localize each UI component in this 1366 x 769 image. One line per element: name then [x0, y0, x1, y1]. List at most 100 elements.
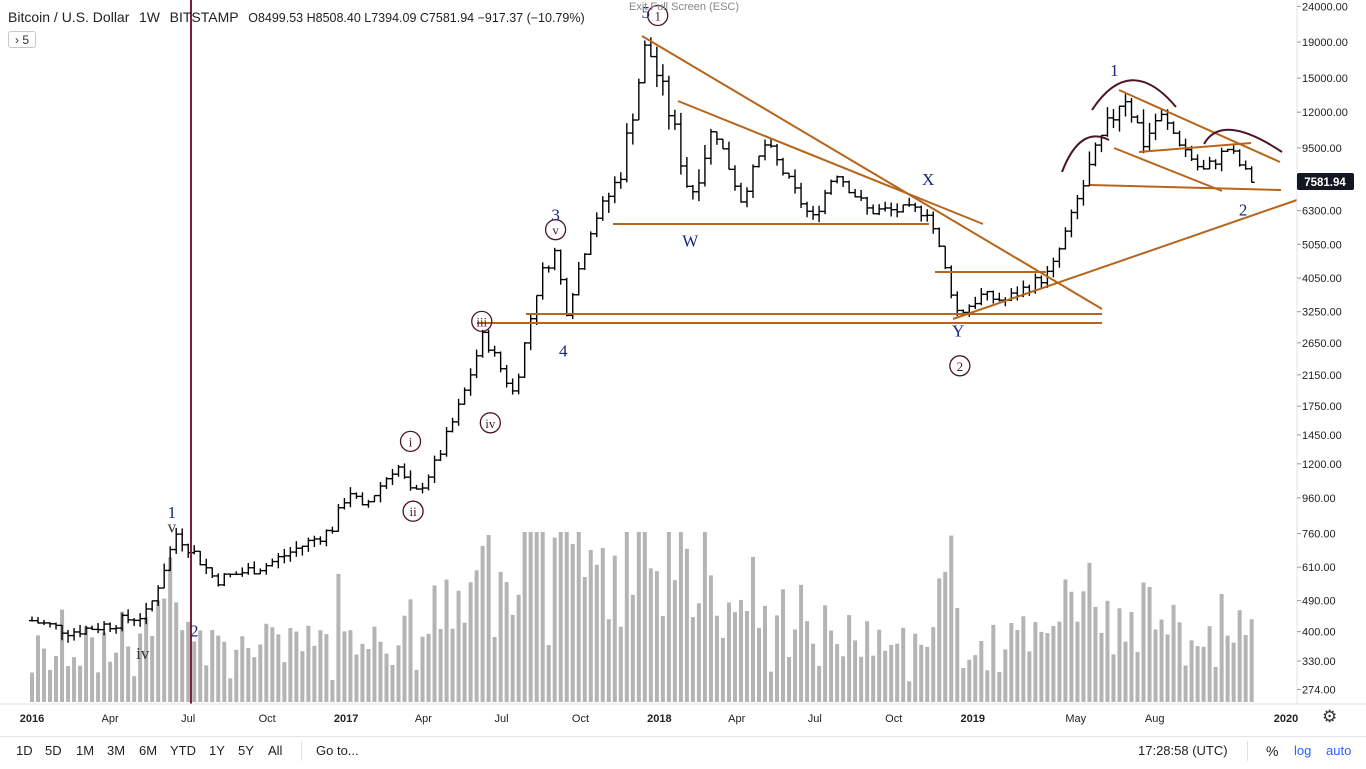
volume-bar	[186, 621, 191, 702]
auto-toggle[interactable]: auto	[1326, 743, 1352, 758]
ohlc-bar	[996, 292, 1003, 302]
volume-bar	[498, 571, 503, 702]
ohlc-bar	[762, 139, 769, 161]
range-button-1d[interactable]: 1D	[16, 743, 33, 758]
ohlc-bar	[834, 175, 841, 184]
ohlc-bar	[978, 288, 985, 306]
volume-bar	[1039, 631, 1044, 702]
ohlc-bar	[53, 622, 60, 630]
ohlc-bar	[317, 536, 324, 545]
ohlc-bar	[407, 470, 414, 491]
mid-flag-line	[1138, 142, 1252, 153]
time-tick-label: 2016	[20, 713, 44, 725]
volume-bar	[1111, 654, 1116, 702]
range-button-6m[interactable]: 6M	[139, 743, 158, 758]
ohlc-bar	[119, 612, 126, 632]
ohlc-bar	[563, 277, 570, 317]
ohlc-bar	[347, 487, 354, 508]
ohlc-bar	[515, 373, 522, 395]
volume-bar	[1231, 642, 1236, 702]
volume-bar	[528, 532, 533, 702]
volume-bar	[504, 582, 509, 702]
range-button-1y[interactable]: 1Y	[209, 743, 225, 758]
volume-bar	[817, 665, 822, 702]
trendline-upper-wedge	[641, 35, 1103, 310]
ohlc-bar	[413, 484, 420, 490]
interval-label[interactable]: 1W	[139, 9, 160, 25]
volume-bar	[907, 681, 912, 702]
range-button-all[interactable]: All	[268, 743, 283, 758]
time-axis[interactable]: 2016 Apr Jul Oct 2017 Apr Jul Oct 2018 Apr Jul Oct 2…	[20, 713, 1298, 725]
volume-bar	[1123, 641, 1128, 702]
ohlc-bar	[858, 189, 865, 201]
ohlc-bar	[377, 482, 384, 503]
exit-fullscreen-hint[interactable]: Exit Full Screen (ESC)	[629, 1, 740, 13]
ohlc-bar	[1056, 247, 1063, 268]
ohlc-bar	[365, 499, 372, 508]
last-price-tag: 7581.94	[1297, 173, 1354, 190]
percent-toggle[interactable]: %	[1266, 743, 1279, 759]
volume-bar	[180, 630, 185, 702]
range-button-5d[interactable]: 5D	[45, 743, 62, 758]
range-button-ytd[interactable]: YTD	[170, 743, 196, 758]
goto-button[interactable]: Go to...	[316, 743, 359, 758]
ohlc-bar	[299, 545, 306, 556]
volume-bar	[1141, 582, 1146, 702]
ohlc-bar	[707, 128, 714, 165]
volume-bar	[708, 575, 713, 702]
volume-bar	[738, 599, 743, 702]
range-button-5y[interactable]: 5Y	[238, 743, 254, 758]
volume-bar	[468, 582, 473, 702]
price-tick-label: 2650.00	[1302, 338, 1342, 350]
log-toggle[interactable]: log	[1294, 743, 1312, 758]
ohlc-bar	[509, 378, 516, 395]
volume-bar	[576, 532, 581, 702]
price-axis[interactable]: 24000.00 19000.00 15000.00 12000.00 9500.00 7…	[1297, 1, 1348, 696]
ohlc-bar	[852, 188, 859, 198]
volume-bar	[354, 654, 359, 702]
ohlc-bar	[533, 294, 540, 325]
volume-bar	[246, 648, 251, 702]
bottom-toolbar: 1D 5D 1M 3M 6M YTD 1Y 5Y All Go to... 17…	[0, 736, 1366, 769]
price-candles	[29, 37, 1255, 643]
price-tick-label: 5050.00	[1302, 239, 1342, 251]
ohlc-bar	[1134, 114, 1141, 124]
volume-bar	[805, 621, 810, 702]
ohlc-bar	[239, 567, 246, 577]
volume-bar	[1063, 579, 1068, 702]
wave-label-circle	[471, 310, 493, 333]
ohlc-bar	[263, 562, 270, 575]
ohlc-bar	[437, 449, 444, 462]
time-tick-label: Oct	[885, 713, 902, 725]
volume-bar	[558, 532, 563, 702]
range-button-3m[interactable]: 3M	[107, 743, 126, 758]
volume-bar	[342, 631, 347, 702]
price-tick-label: 400.00	[1302, 627, 1336, 639]
ohlc-bar	[395, 464, 402, 477]
range-button-1m[interactable]: 1M	[76, 743, 95, 758]
ohlc-bar	[491, 345, 498, 357]
price-tick-label: 1750.00	[1302, 401, 1342, 413]
ohlc-bar	[59, 624, 66, 641]
ohlc-bar	[143, 602, 150, 625]
volume-bar	[624, 532, 629, 702]
gear-icon[interactable]: ⚙	[1322, 707, 1338, 726]
trendline-lower-wedge	[677, 100, 984, 225]
ohlc-bar	[35, 617, 42, 624]
ohlc-values: O8499.53 H8508.40 L7394.09 C7581.94 −917…	[248, 11, 585, 25]
ohlc-bar	[816, 205, 823, 223]
time-tick-label: Aug	[1145, 713, 1165, 725]
ohlc-bar	[912, 202, 919, 213]
volume-bar	[330, 679, 335, 702]
ohlc-bar	[323, 529, 330, 547]
volume-bar	[702, 532, 707, 702]
ohlc-bar	[77, 624, 84, 638]
volume-bar	[781, 589, 786, 702]
collapse-indicators-button[interactable]: › 5	[8, 31, 36, 48]
ohlc-bar	[786, 172, 793, 179]
ohlc-bar	[1224, 148, 1231, 153]
ohlc-bar	[1194, 154, 1201, 171]
volume-bar	[540, 532, 545, 702]
volume-bar	[913, 633, 918, 702]
